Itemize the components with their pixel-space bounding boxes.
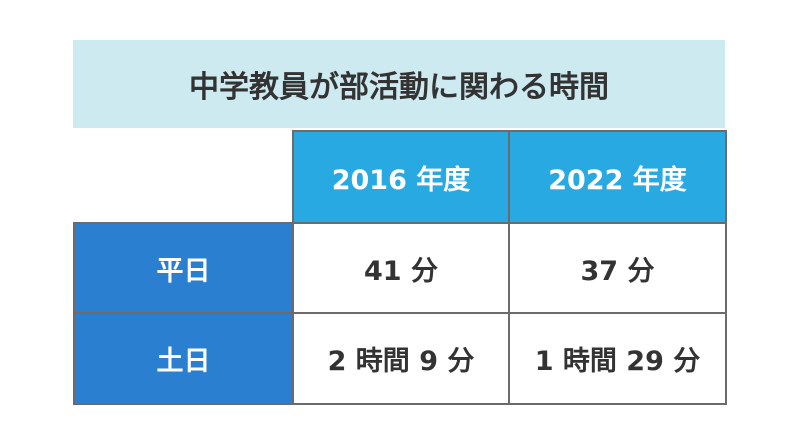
row-header: 平日 (73, 222, 294, 314)
table-cell: 41 分 (292, 222, 510, 314)
column-header: 2016 年度 (292, 130, 510, 224)
table-cell: 37 分 (508, 222, 727, 314)
row-header: 土日 (73, 312, 294, 405)
table-cell: 1 時間 29 分 (508, 312, 727, 405)
table-cell: 2 時間 9 分 (292, 312, 510, 405)
table-title: 中学教員が部活動に関わる時間 (73, 40, 725, 128)
column-header: 2022 年度 (508, 130, 727, 224)
